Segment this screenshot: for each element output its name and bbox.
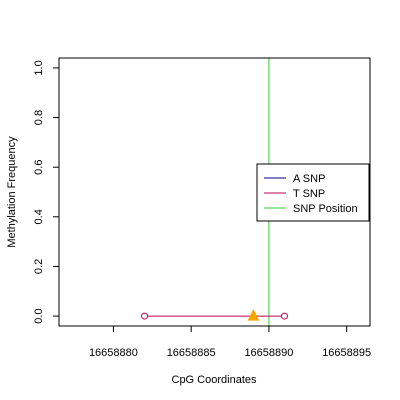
legend: A SNP T SNP SNP Position [256, 163, 370, 222]
x-axis-label: CpG Coordinates [172, 374, 257, 386]
x-tick-label: 16658885 [167, 347, 216, 359]
y-tick-label: 0.2 [33, 259, 45, 274]
data-point [141, 312, 149, 320]
legend-label: T SNP [293, 188, 325, 200]
y-tick-label: 0.0 [33, 308, 45, 323]
x-tick-label: 16658895 [322, 347, 371, 359]
snp-marker [247, 308, 260, 321]
legend-label: A SNP [293, 173, 325, 185]
y-tick-label: 0.8 [33, 110, 45, 125]
y-tick-label: 1.0 [33, 60, 45, 75]
y-axis-label: Methylation Frequency [6, 136, 18, 248]
x-tick-label: 16658890 [244, 347, 293, 359]
data-point [280, 312, 288, 320]
legend-label: SNP Position [293, 203, 358, 215]
y-tick-label: 0.6 [33, 160, 45, 175]
axes-layer: 16658880 16658885 16658890 16658895 0.0 0.2 0.… [33, 57, 371, 359]
x-tick-label: 16658880 [89, 347, 138, 359]
y-tick-label: 0.4 [33, 209, 45, 224]
